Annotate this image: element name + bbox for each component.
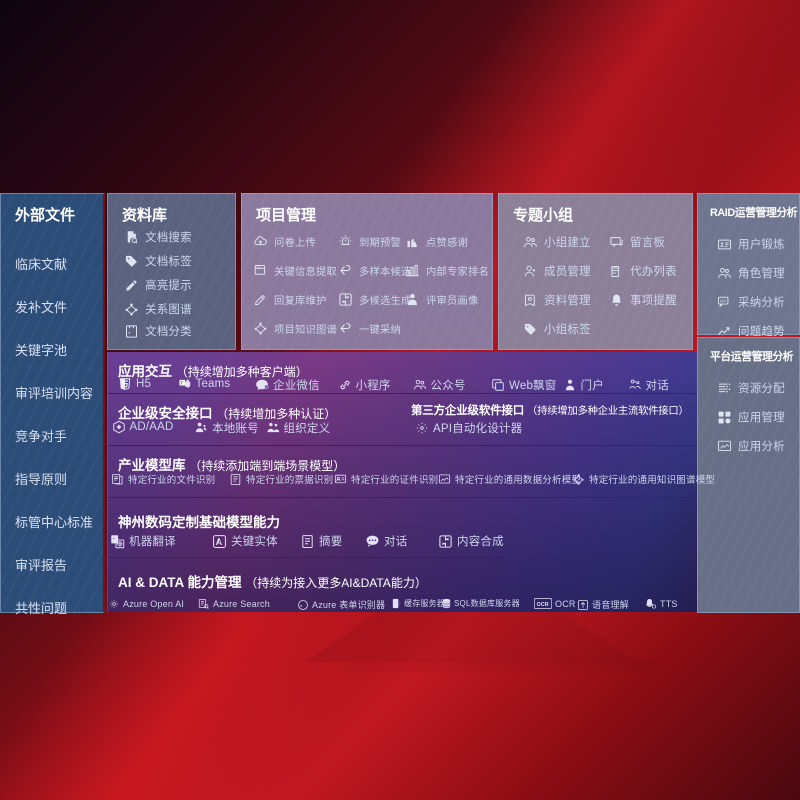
svg-text:e: e [300, 602, 303, 607]
svg-text:OCR: OCR [537, 602, 549, 608]
svg-text:QA: QA [720, 298, 726, 303]
svg-text:“: “ [113, 537, 115, 542]
svg-text:T: T [180, 381, 183, 386]
